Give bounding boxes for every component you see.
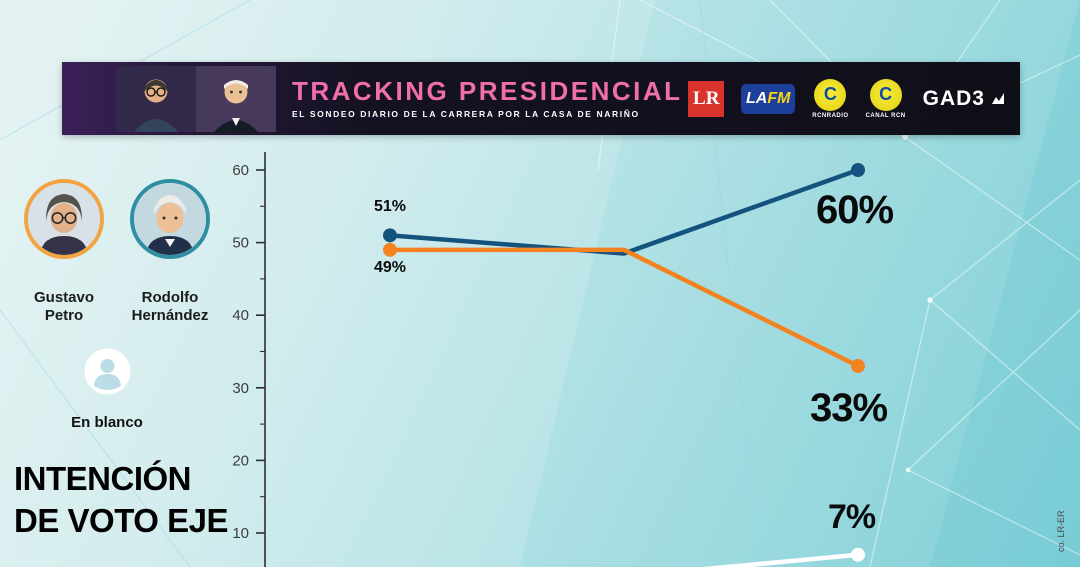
hernandez-end-value: 33% xyxy=(810,386,888,430)
hernandez-start-value: 49% xyxy=(374,259,407,276)
lafm-fm-text: FM xyxy=(767,89,791,107)
petro-name-label: Gustavo Petro xyxy=(9,289,119,325)
svg-text:30: 30 xyxy=(232,380,249,397)
hernandez-first-name: Rodolfo xyxy=(141,289,199,306)
rcn-radio-letter: C xyxy=(823,84,837,104)
svg-text:10: 10 xyxy=(232,525,249,542)
petro-start-value: 51% xyxy=(374,198,407,215)
canal-rcn-logo: C CANAL RCN xyxy=(865,78,906,119)
svg-text:40: 40 xyxy=(232,307,249,324)
blank-vote-label: En blanco xyxy=(71,414,143,431)
svg-text:50: 50 xyxy=(232,235,249,252)
header-banner: TRACKING PRESIDENCIAL EL SONDEO DIARIO D… xyxy=(62,62,1020,135)
lr-logo-text: LR xyxy=(693,87,720,109)
petro-end-value: 60% xyxy=(816,188,894,232)
banner-title-block: TRACKING PRESIDENCIAL EL SONDEO DIARIO D… xyxy=(292,78,683,119)
gad3-logo-text: GAD3 xyxy=(922,86,985,110)
hernandez-avatar xyxy=(130,179,210,259)
lafm-la-text: LA xyxy=(746,89,768,107)
canal-rcn-label: CANAL RCN xyxy=(865,112,906,119)
blank-vote-person-icon xyxy=(84,348,131,395)
banner-title: TRACKING PRESIDENCIAL xyxy=(292,76,683,107)
petro-avatar xyxy=(24,179,104,259)
svg-text:20: 20 xyxy=(232,452,249,469)
header-candidate-photos xyxy=(116,65,276,132)
petro-face-illustration xyxy=(28,183,100,255)
lr-logo: LR xyxy=(688,80,725,117)
section-title-line1: INTENCIÓN xyxy=(14,460,191,497)
lafm-logo: LA FM xyxy=(741,83,796,114)
credit-text: co. LR-ER xyxy=(1056,510,1066,552)
petro-header-photo xyxy=(116,65,196,132)
canal-rcn-circle-icon: C xyxy=(869,78,902,111)
hernandez-last-name: Hernández xyxy=(131,307,209,324)
banner-subtitle: EL SONDEO DIARIO DE LA CARRERA POR LA CA… xyxy=(292,109,640,120)
hernandez-face-illustration xyxy=(134,183,206,255)
blank-end-value: 7% xyxy=(828,498,876,536)
section-title-line2: DE VOTO EJE xyxy=(14,502,228,540)
hernandez-header-photo xyxy=(196,65,276,132)
petro-last-name: Petro xyxy=(44,307,84,324)
gad3-logo: GAD3 xyxy=(923,87,1006,111)
gad3-logo-icon xyxy=(992,92,1004,104)
rcn-radio-logo: C RCNRADIO xyxy=(812,78,849,119)
svg-text:60: 60 xyxy=(232,162,249,179)
header-logos: LR LA FM C RCNRADIO C CANAL RCN GAD3 xyxy=(688,78,1006,119)
canal-rcn-letter: C xyxy=(879,84,893,104)
rcn-radio-circle-icon: C xyxy=(814,78,847,111)
section-title: INTENCIÓN DE VOTO EJE xyxy=(14,458,228,542)
rcn-radio-label: RCNRADIO xyxy=(812,112,849,119)
petro-first-name: Gustavo xyxy=(33,289,94,306)
hernandez-name-label: Rodolfo Hernández xyxy=(115,289,225,325)
